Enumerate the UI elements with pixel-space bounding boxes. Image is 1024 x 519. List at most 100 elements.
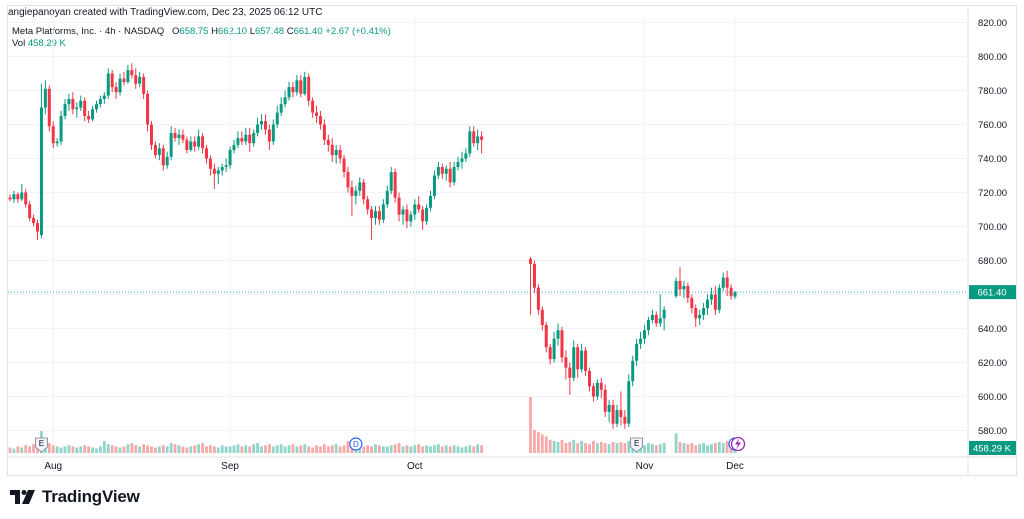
candle[interactable] (118, 73, 122, 96)
earnings-marker[interactable]: E (35, 437, 48, 453)
candle[interactable] (370, 206, 374, 241)
candle[interactable] (322, 119, 326, 145)
candle[interactable] (28, 201, 32, 222)
candle[interactable] (79, 95, 83, 111)
candle[interactable] (698, 309, 702, 326)
candle[interactable] (540, 306, 544, 331)
candle[interactable] (212, 163, 216, 190)
news-lightning-icon[interactable] (730, 436, 746, 452)
candle[interactable] (362, 178, 366, 205)
candle[interactable] (161, 144, 165, 171)
candle[interactable] (318, 110, 322, 130)
candle[interactable] (232, 139, 236, 154)
time-axis[interactable]: Aug Sep Oct Nov Dec (8, 456, 1016, 472)
candle[interactable] (338, 144, 342, 164)
candle[interactable] (564, 350, 568, 380)
candle[interactable] (263, 114, 267, 135)
candle[interactable] (631, 355, 635, 387)
candle[interactable] (51, 121, 55, 149)
candle[interactable] (330, 138, 334, 162)
candle[interactable] (587, 367, 591, 392)
candle[interactable] (275, 105, 279, 128)
candle[interactable] (658, 294, 662, 327)
candle[interactable] (611, 399, 615, 429)
last-price-badge[interactable] (969, 285, 1016, 300)
candle[interactable] (193, 136, 197, 152)
candle[interactable] (548, 343, 552, 365)
candle[interactable] (413, 199, 417, 220)
candle[interactable] (326, 134, 330, 152)
candle[interactable] (619, 391, 623, 426)
candle[interactable] (153, 141, 157, 159)
candle[interactable] (702, 303, 706, 320)
candle[interactable] (635, 338, 639, 366)
candle[interactable] (189, 136, 193, 152)
candle[interactable] (580, 343, 584, 373)
candle[interactable] (110, 70, 114, 93)
candle[interactable] (20, 184, 24, 201)
candle[interactable] (47, 85, 51, 132)
candle[interactable] (181, 129, 185, 144)
candle[interactable] (260, 114, 264, 130)
candle[interactable] (24, 189, 28, 208)
candle[interactable] (94, 100, 98, 113)
candle[interactable] (169, 126, 173, 161)
candle[interactable] (529, 257, 533, 315)
candle[interactable] (460, 151, 464, 169)
candle[interactable] (149, 121, 153, 150)
candle[interactable] (224, 158, 228, 173)
candle[interactable] (627, 374, 631, 428)
candle[interactable] (456, 156, 460, 171)
candle[interactable] (725, 270, 729, 297)
candle[interactable] (350, 180, 354, 217)
candle[interactable] (678, 267, 682, 297)
candle[interactable] (409, 211, 413, 227)
candle[interactable] (436, 161, 440, 179)
candle[interactable] (639, 331, 643, 349)
candle[interactable] (560, 326, 564, 363)
candle[interactable] (717, 284, 721, 314)
candle[interactable] (401, 206, 405, 225)
tradingview-brand[interactable]: TradingView (42, 487, 140, 506)
candle[interactable] (584, 347, 588, 377)
candle[interactable] (122, 71, 126, 86)
candle[interactable] (299, 75, 303, 98)
symbol-interval[interactable]: 4h (104, 26, 116, 37)
candle[interactable] (307, 73, 311, 106)
candle[interactable] (654, 311, 658, 327)
candle[interactable] (39, 83, 43, 239)
candle[interactable] (532, 260, 536, 293)
candle[interactable] (106, 68, 110, 99)
candle[interactable] (12, 190, 16, 203)
candle[interactable] (397, 192, 401, 222)
candle[interactable] (721, 272, 725, 292)
symbol-name[interactable]: Meta Platforms, Inc. (12, 26, 97, 37)
candle[interactable] (283, 90, 287, 108)
candle[interactable] (142, 73, 146, 100)
candle[interactable] (291, 82, 295, 98)
candle[interactable] (287, 82, 291, 101)
event-markers[interactable]: EDED (35, 436, 746, 453)
candle[interactable] (236, 131, 240, 149)
candle[interactable] (354, 185, 358, 205)
candle[interactable] (279, 97, 283, 116)
candle[interactable] (674, 277, 678, 298)
candle[interactable] (63, 99, 67, 120)
candle[interactable] (480, 131, 484, 154)
candle[interactable] (650, 309, 654, 324)
candle[interactable] (342, 155, 346, 178)
candle[interactable] (315, 105, 319, 123)
candle[interactable] (595, 379, 599, 400)
candle[interactable] (686, 282, 690, 303)
candle[interactable] (346, 167, 350, 193)
candle[interactable] (468, 126, 472, 157)
candle[interactable] (114, 82, 118, 99)
candle[interactable] (646, 316, 650, 336)
candle[interactable] (643, 325, 646, 344)
earnings-marker[interactable]: E (630, 437, 644, 453)
price-axis[interactable]: 820.00 800.00 780.00 760.00 740.00 720.00 700.… (967, 6, 1016, 475)
candle[interactable] (393, 168, 397, 203)
candle[interactable] (544, 321, 548, 353)
candle[interactable] (208, 155, 212, 176)
candle[interactable] (102, 92, 106, 105)
